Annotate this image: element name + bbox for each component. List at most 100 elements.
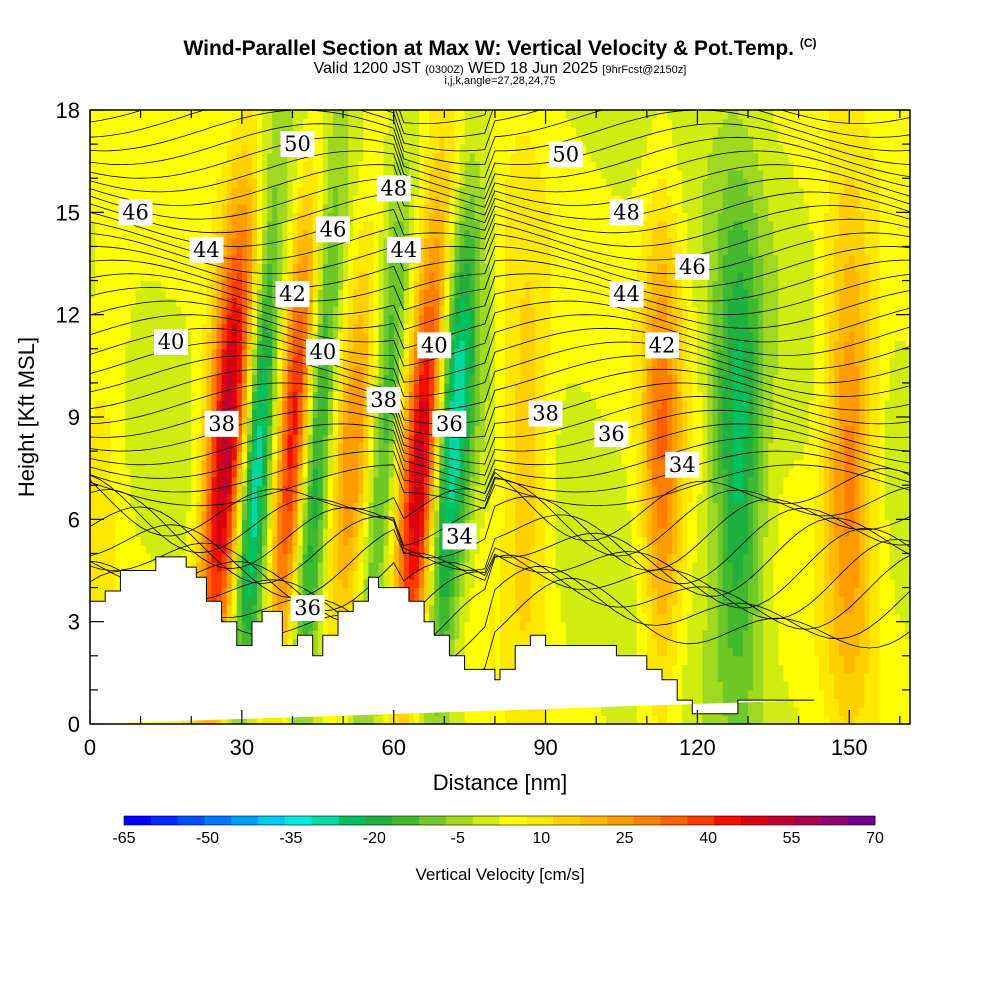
- theta-label-text: 46: [679, 255, 706, 279]
- theta-label-bg: [280, 131, 315, 158]
- theta-label-bg: [376, 175, 411, 202]
- theta-label-bg: [153, 328, 188, 355]
- colorbar-tick-label: 55: [783, 830, 801, 847]
- theta-label-text: 34: [669, 453, 696, 477]
- colorbar-tick-label: 25: [616, 830, 634, 847]
- theta-label-bg: [417, 332, 452, 359]
- theta-label: 44: [609, 281, 644, 308]
- theta-label-text: 36: [436, 412, 463, 436]
- theta-label-bg: [432, 410, 467, 437]
- colorbar-tick-label: -50: [196, 830, 219, 847]
- colorbar-segment: [714, 816, 742, 825]
- theta-label-text: 50: [552, 142, 579, 166]
- theta-label-text: 48: [613, 200, 640, 224]
- theta-label: 46: [118, 199, 153, 226]
- colorbar-tick-label: 40: [699, 830, 717, 847]
- grid-indices: i,j,k,angle=27,28,24,75: [444, 75, 556, 87]
- theta-label-bg: [290, 595, 325, 622]
- colorbar-segment: [258, 816, 286, 825]
- theta-label: 40: [305, 339, 340, 366]
- y-tick-label: 15: [56, 200, 80, 225]
- x-tick-label: 150: [831, 735, 868, 760]
- chart-title-text: Wind-Parallel Section at Max W: Vertical…: [183, 37, 794, 60]
- theta-label-text: 46: [320, 217, 347, 241]
- colorbar-tick-label: -65: [112, 830, 135, 847]
- y-axis-title: Height [Kft MSL]: [14, 337, 39, 497]
- y-tick-label: 18: [56, 98, 80, 123]
- forecast-info: [9hrFcst@2150z]: [602, 64, 687, 76]
- colorbar-segment: [338, 816, 366, 825]
- chart-title: Wind-Parallel Section at Max W: Vertical…: [0, 36, 1000, 61]
- colorbar-segment: [472, 816, 500, 825]
- y-tick-label: 0: [68, 712, 80, 737]
- theta-label-bg: [275, 281, 310, 308]
- x-tick-label: 0: [84, 735, 96, 760]
- theta-label-bg: [204, 410, 239, 437]
- colorbar-segment: [177, 816, 205, 825]
- copyright-mark: (C): [799, 36, 817, 50]
- colorbar-segment: [553, 816, 581, 825]
- theta-label-bg: [594, 421, 629, 448]
- colorbar-segment: [848, 816, 876, 825]
- theta-label: 36: [290, 595, 325, 622]
- colorbar-segment: [633, 816, 661, 825]
- theta-label: 34: [665, 451, 700, 478]
- theta-label-bg: [189, 236, 224, 263]
- theta-label-bg: [609, 199, 644, 226]
- x-tick-label: 90: [533, 735, 557, 760]
- colorbar-segment: [124, 816, 152, 825]
- theta-contours: [90, 110, 910, 684]
- theta-label: 50: [280, 131, 315, 158]
- colorbar-segment: [821, 816, 849, 825]
- colorbar-segment: [445, 816, 474, 825]
- theta-label-text: 42: [649, 333, 676, 357]
- colorbar-segment: [499, 816, 527, 825]
- colorbar-segment: [740, 816, 769, 825]
- valid-time-line: Valid 1200 JST (0300Z) WED 18 Jun 2025 […: [0, 60, 1000, 78]
- theta-label-bg: [305, 339, 340, 366]
- theta-label: 36: [432, 410, 467, 437]
- colorbar-segment: [231, 816, 259, 825]
- x-tick-label: 120: [679, 735, 716, 760]
- x-axis: 0 30 60 90 120 150: [84, 110, 901, 760]
- theta-label-text: 46: [122, 200, 149, 224]
- x-axis-title: Distance [nm]: [433, 770, 568, 795]
- valid-time: Valid 1200 JST: [313, 60, 421, 77]
- colorbar-tick-label: 70: [866, 830, 884, 847]
- colorbar-tick-label: -20: [363, 830, 386, 847]
- theta-label-bg: [665, 451, 700, 478]
- theta-label: 40: [153, 328, 188, 355]
- colorbar-tick-label: 10: [532, 830, 550, 847]
- theta-label-bg: [442, 523, 477, 550]
- colorbar-segment: [579, 816, 608, 825]
- theta-label-text: 50: [284, 132, 311, 156]
- theta-label: 36: [594, 421, 629, 448]
- colorbar-segment: [311, 816, 339, 825]
- theta-label-bg: [609, 281, 644, 308]
- theta-label: 46: [315, 216, 350, 243]
- theta-label: 44: [189, 236, 224, 263]
- x-tick-label: 60: [381, 735, 405, 760]
- theta-label-text: 44: [193, 238, 220, 262]
- theta-label: 48: [376, 175, 411, 202]
- theta-label: 50: [548, 141, 583, 168]
- theta-label-text: 48: [380, 176, 407, 200]
- colorbar-segment: [392, 816, 420, 825]
- colorbar-segment: [660, 816, 688, 825]
- colorbar-segment: [687, 816, 715, 825]
- y-tick-label: 3: [68, 610, 80, 635]
- colorbar-tick-label: -35: [279, 830, 302, 847]
- theta-label-bg: [644, 332, 679, 359]
- theta-label: 42: [644, 332, 679, 359]
- theta-label: 46: [675, 253, 710, 280]
- colorbar-segment: [794, 816, 822, 825]
- colorbar-segment: [767, 816, 795, 825]
- valid-date: WED 18 Jun 2025: [468, 60, 598, 77]
- colorbar-frame: [123, 815, 876, 826]
- colorbar: -65 -50 -35 -20 -5 10 25 40 55 70: [112, 815, 884, 847]
- theta-label-text: 42: [279, 282, 306, 306]
- theta-label-text: 36: [598, 422, 625, 446]
- colorbar-title: Vertical Velocity [cm/s]: [415, 865, 584, 884]
- colorbar-segment: [606, 816, 635, 825]
